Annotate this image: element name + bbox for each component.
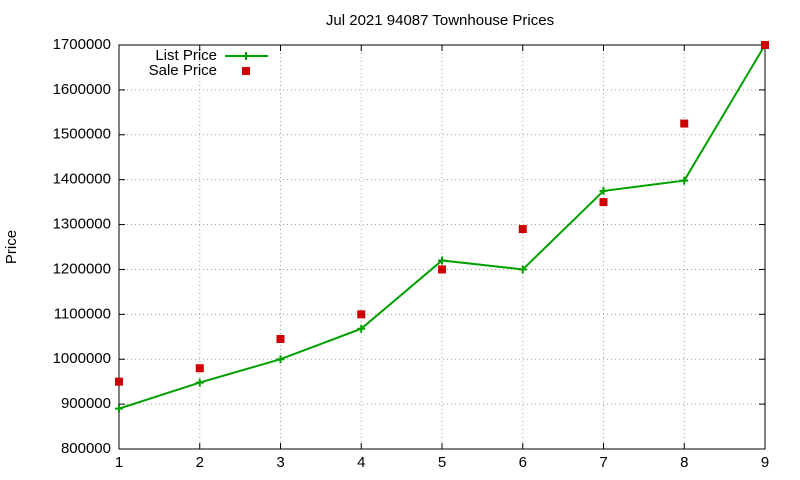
data-point <box>599 186 608 195</box>
y-tick-label: 1700000 <box>53 36 111 53</box>
data-point <box>518 265 527 274</box>
y-tick-label: 1300000 <box>53 216 111 233</box>
y-axis-label: Price <box>3 230 20 264</box>
y-tick-label: 1600000 <box>53 81 111 98</box>
y-tick-label: 1100000 <box>54 305 111 322</box>
data-point <box>195 378 204 387</box>
plot-border <box>118 44 766 450</box>
y-tick-label: 1400000 <box>53 171 111 188</box>
x-tick-label: 4 <box>357 454 365 471</box>
legend-label: Sale Price <box>149 62 217 79</box>
data-point <box>276 335 285 344</box>
data-point <box>276 355 285 364</box>
data-point <box>115 377 123 386</box>
y-tick-label: 1200000 <box>53 260 111 277</box>
legend-marker <box>242 52 250 60</box>
data-point <box>680 119 689 128</box>
x-tick-label: 9 <box>761 454 769 471</box>
data-point <box>357 324 366 333</box>
data-point <box>115 404 123 413</box>
data-point <box>357 310 366 319</box>
legend-label: List Price <box>155 47 217 64</box>
legend-marker <box>242 67 250 75</box>
x-tick-label: 6 <box>519 454 527 471</box>
x-tick-label: 8 <box>680 454 688 471</box>
y-tick-label: 1500000 <box>53 126 111 143</box>
x-tick-label: 1 <box>115 454 123 471</box>
chart-title: Jul 2021 94087 Townhouse Prices <box>326 12 554 29</box>
data-point <box>761 41 769 49</box>
y-tick-label: 800000 <box>61 440 111 457</box>
data-point <box>518 225 527 234</box>
y-tick-label: 1000000 <box>53 350 111 367</box>
x-tick-label: 2 <box>196 454 204 471</box>
x-tick-label: 3 <box>276 454 284 471</box>
data-point <box>438 256 446 265</box>
x-tick-label: 7 <box>599 454 607 471</box>
x-tick-label: 5 <box>438 454 446 471</box>
data-point <box>680 176 689 185</box>
data-point <box>438 265 446 274</box>
data-point <box>195 364 204 373</box>
y-tick-label: 900000 <box>61 395 111 412</box>
data-point <box>599 198 608 207</box>
